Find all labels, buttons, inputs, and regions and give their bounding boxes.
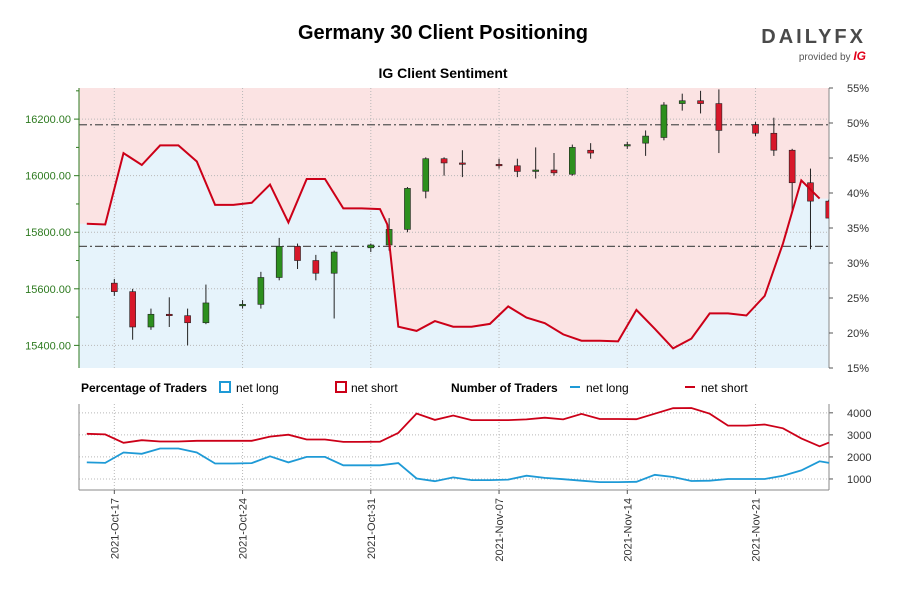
price-tick-label-1: 15600.00 bbox=[25, 284, 71, 296]
candle-body-17 bbox=[459, 162, 466, 165]
candle-body-29 bbox=[715, 103, 723, 131]
candle-body-12 bbox=[367, 244, 375, 249]
pct-tick-label-1: 20% bbox=[847, 328, 869, 340]
price-sentiment-panel: 15400.00 15600.00 15800.00 16000.00 16200.00… bbox=[25, 83, 869, 375]
candle-body-23 bbox=[587, 149, 594, 154]
candle-body-14 bbox=[404, 188, 411, 230]
pct-tick-label-7: 50% bbox=[847, 118, 869, 130]
candle-body-34 bbox=[825, 200, 829, 219]
pct-tick-label-0: 15% bbox=[847, 363, 869, 375]
legend-num-short-label: net short bbox=[701, 381, 748, 395]
candle-body-32 bbox=[788, 149, 796, 184]
candle-body-25 bbox=[642, 135, 649, 144]
date-tick-label-1: 2021-Oct-24 bbox=[238, 498, 250, 559]
candle-body-1 bbox=[129, 291, 136, 328]
candle-body-35 bbox=[844, 220, 850, 363]
count-tick-label-0: 1000 bbox=[847, 474, 871, 486]
candle-body-3 bbox=[165, 313, 173, 316]
candle-body-5 bbox=[202, 302, 210, 324]
candle-body-4 bbox=[184, 315, 191, 324]
candle-body-21 bbox=[550, 169, 558, 174]
candle-body-20 bbox=[532, 169, 539, 172]
pct-tick-label-8: 55% bbox=[847, 83, 869, 95]
net-short-pct-line bbox=[86, 144, 821, 350]
legend: Percentage of Traders net long net short… bbox=[81, 381, 748, 395]
date-tick-label-5: 2021-Nov-21 bbox=[751, 498, 763, 562]
pct-tick-label-4: 35% bbox=[847, 223, 869, 235]
date-tick-label-4: 2021-Nov-14 bbox=[622, 498, 634, 562]
candle-body-18 bbox=[495, 164, 503, 167]
pct-tick-label-2: 25% bbox=[847, 293, 869, 305]
candles bbox=[86, 89, 850, 363]
dailyfx-logo: DAILYFX provided by IG bbox=[761, 26, 866, 63]
trader-count-panel: 1000 2000 3000 4000 2021-Oct-17 2021-Oct-24 20… bbox=[78, 404, 871, 562]
candle-body-19 bbox=[514, 165, 521, 172]
candle-body-2 bbox=[147, 313, 155, 328]
legend-pct-short-swatch bbox=[335, 381, 347, 393]
brand-provided-by: provided by bbox=[798, 52, 851, 63]
chart-subtitle: IG Client Sentiment bbox=[378, 65, 508, 81]
count-tick-label-2: 3000 bbox=[847, 430, 871, 442]
candle-body-8 bbox=[275, 246, 283, 278]
pct-tick-label-3: 30% bbox=[847, 258, 869, 270]
net-long-count-line bbox=[86, 447, 830, 484]
candle-body-24 bbox=[623, 144, 631, 147]
price-tick-label-3: 16000.00 bbox=[25, 171, 71, 183]
legend-pct-long-label: net long bbox=[236, 381, 279, 395]
legend-num-long-label: net long bbox=[586, 381, 629, 395]
candle-body-27 bbox=[678, 100, 686, 104]
candle-body-7 bbox=[257, 277, 265, 305]
price-tick-label-4: 16200.00 bbox=[25, 114, 71, 126]
candle-body-0 bbox=[111, 282, 118, 292]
candle-body-15 bbox=[422, 158, 430, 192]
candle-body-31 bbox=[770, 132, 778, 151]
candle-body-26 bbox=[660, 104, 668, 138]
brand-name: DAILYFX bbox=[761, 26, 866, 48]
ig-logo: IG bbox=[853, 49, 866, 63]
legend-pct-label: Percentage of Traders bbox=[81, 381, 207, 395]
date-tick-label-2: 2021-Oct-31 bbox=[366, 498, 378, 559]
candle-body-11 bbox=[330, 251, 338, 274]
count-tick-label-3: 4000 bbox=[847, 408, 871, 420]
pct-tick-label-5: 40% bbox=[847, 188, 869, 200]
candle-body-6 bbox=[239, 304, 246, 307]
brand-tagline: provided by IG bbox=[761, 49, 866, 63]
legend-pct-short-label: net short bbox=[351, 381, 398, 395]
candle-body-22 bbox=[569, 147, 576, 175]
legend-num-label: Number of Traders bbox=[451, 381, 558, 395]
candle-body-10 bbox=[312, 260, 320, 274]
date-tick-label-3: 2021-Nov-07 bbox=[494, 498, 506, 562]
candle-body-9 bbox=[294, 246, 301, 261]
long-zone bbox=[79, 145, 829, 368]
price-tick-label-2: 15800.00 bbox=[25, 227, 71, 239]
candle-body-28 bbox=[697, 100, 704, 104]
chart-title: Germany 30 Client Positioning bbox=[297, 22, 589, 44]
pct-tick-label-6: 45% bbox=[847, 153, 869, 165]
candle-body-30 bbox=[752, 124, 759, 134]
price-tick-label-0: 15400.00 bbox=[25, 340, 71, 352]
legend-pct-long-swatch bbox=[219, 381, 231, 393]
count-tick-label-1: 2000 bbox=[847, 452, 871, 464]
date-tick-label-0: 2021-Oct-17 bbox=[109, 498, 121, 559]
candle-body-16 bbox=[440, 158, 448, 164]
net-short-count-line bbox=[86, 407, 830, 448]
